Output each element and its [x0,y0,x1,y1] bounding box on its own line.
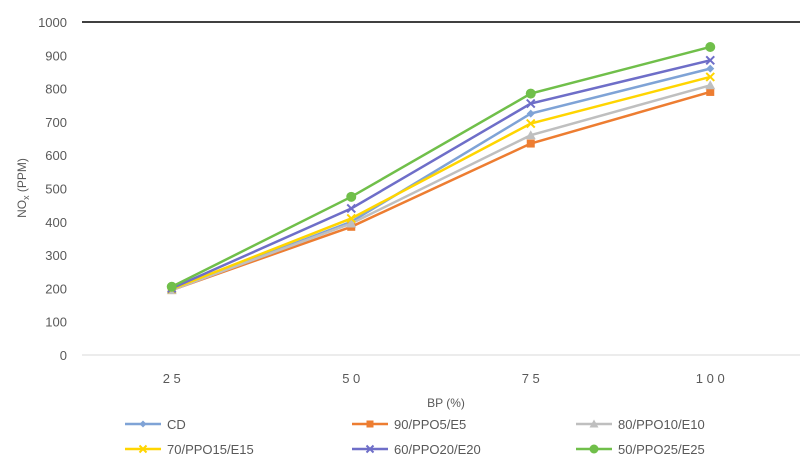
y-tick-label: 400 [45,215,67,230]
legend-swatch-marker [589,444,599,454]
series-line [171,84,711,292]
legend-label: 90/PPO5/E5 [394,417,466,432]
legend-label: 60/PPO20/E20 [394,442,481,457]
legend-item: 50/PPO25/E25 [576,442,705,457]
data-point [526,118,536,129]
y-tick-label: 300 [45,248,67,263]
data-point [706,64,715,73]
legend-label: CD [167,417,186,432]
series-90-ppo5-e5 [167,87,715,295]
y-axis-title-main: NO [15,200,29,218]
y-tick-label: 900 [45,48,67,63]
x-axis-ticks: 2 5 5 0 7 5 1 0 0 [163,371,725,386]
data-point [526,139,535,148]
legend-item: 90/PPO5/E5 [352,417,466,432]
legend: CD 90/PPO5/E5 80/PPO10/E10 70/PPO15/E15 60/P… [125,417,705,457]
y-axis-title: NOx (PPM) [15,158,31,218]
y-tick-label: 800 [45,82,67,97]
legend-item: 70/PPO15/E15 [125,442,254,457]
legend-label: 70/PPO15/E15 [167,442,254,457]
series-60-ppo20-e20 [167,55,715,294]
series-line [171,90,711,292]
legend-label: 50/PPO25/E25 [618,442,705,457]
legend-label: 80/PPO10/E10 [618,417,705,432]
x-tick-label: 2 5 [163,371,181,386]
data-point [705,80,716,90]
x-axis-title: BP (%) [427,396,465,410]
data-point [705,55,715,66]
legend-item: 60/PPO20/E20 [352,442,481,457]
data-point [526,98,536,109]
data-point [346,218,357,228]
data-point [705,41,716,52]
x-tick-label: 5 0 [342,371,360,386]
data-point [525,130,536,140]
y-tick-label: 700 [45,115,67,130]
data-point [705,72,715,82]
y-tick-label: 1000 [38,15,67,30]
data-point [346,191,357,202]
series-group [166,41,716,295]
series-80-ppo10-e10 [166,80,716,295]
legend-item: 80/PPO10/E10 [576,417,705,432]
series-line [171,45,711,288]
legend-swatch-marker [589,419,599,428]
y-tick-label: 200 [45,281,67,296]
legend-swatch-marker [138,444,148,454]
legend-swatch-marker [139,420,147,428]
x-tick-label: 1 0 0 [696,371,725,386]
series-line [171,59,711,290]
y-tick-label: 500 [45,182,67,197]
data-point [526,109,535,118]
legend-swatch-marker [366,420,374,428]
y-axis-title-subscript: x [21,195,31,200]
data-point [346,203,356,214]
series-line [171,75,711,291]
y-tick-label: 0 [60,348,67,363]
series-50-ppo25-e25 [166,41,716,292]
legend-item: CD [125,417,186,432]
y-axis-ticks: 0 100 200 300 400 500 600 700 800 900 1000 [38,15,67,363]
data-point [166,281,177,292]
data-point [706,87,715,96]
data-point [525,88,536,99]
y-tick-label: 600 [45,148,67,163]
x-tick-label: 7 5 [522,371,540,386]
legend-swatch-marker [365,444,375,454]
data-point [346,213,356,224]
y-axis-title-rest: (PPM) [15,158,29,195]
y-tick-label: 100 [45,315,67,330]
